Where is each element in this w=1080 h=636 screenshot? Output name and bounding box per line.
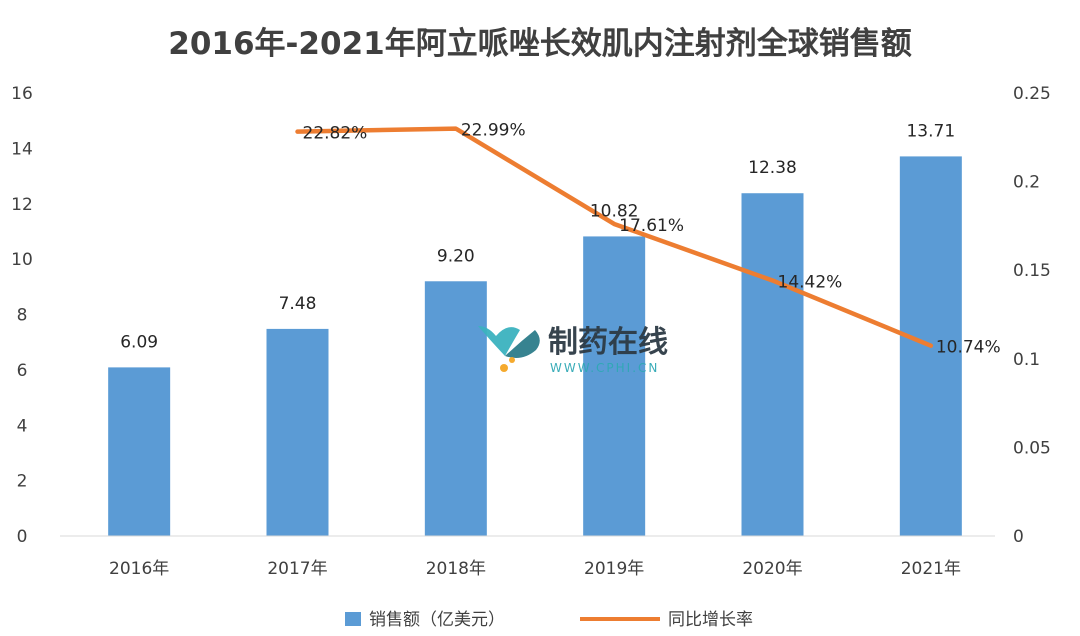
- y-left-tick-label: 14: [11, 139, 33, 159]
- bar-value-label: 6.09: [120, 332, 158, 352]
- bar-2019年: [583, 236, 646, 536]
- bar-value-label: 13.71: [906, 121, 955, 141]
- y-left-tick-label: 12: [11, 195, 33, 215]
- y-left-tick-label: 2: [17, 472, 28, 492]
- bar-value-label: 9.20: [437, 246, 475, 266]
- y-left-tick-label: 6: [17, 361, 28, 381]
- watermark-text: 制药在线: [548, 325, 668, 360]
- y-right-tick-label: 0.15: [1013, 261, 1051, 281]
- x-tick-label: 2017年: [267, 559, 327, 579]
- y-right-tick-label: 0.1: [1013, 350, 1040, 370]
- y-right-tick-label: 0.25: [1013, 84, 1051, 104]
- logo-dot-icon-2: [509, 357, 515, 363]
- watermark-url: WWW.CPHI.CN: [550, 361, 659, 375]
- legend-bar-label: 销售额（亿美元）: [369, 610, 505, 630]
- line-data-labels: 22.82% 22.99% 17.61% 14.42% 10.74%: [303, 121, 1001, 358]
- y-right-tick-label: 0: [1013, 527, 1024, 547]
- growth-rate-line: [295, 126, 934, 348]
- y-left-tick-label: 4: [17, 416, 28, 436]
- line-value-label: 10.74%: [936, 338, 1001, 358]
- watermark-logo: 制药在线 WWW.CPHI.CN: [478, 325, 668, 375]
- bar-2018年: [424, 281, 487, 536]
- line-value-label: 22.82%: [303, 124, 368, 144]
- x-tick-label: 2020年: [742, 559, 802, 579]
- y-axis-right: 0 0.05 0.1 0.15 0.2 0.25: [1013, 84, 1051, 547]
- bar-2017年: [266, 328, 329, 536]
- bar-data-labels: 6.09 7.48 9.20 10.82 12.38 13.71: [120, 121, 955, 352]
- bar-value-label: 7.48: [279, 294, 317, 314]
- y-right-tick-label: 0.2: [1013, 173, 1040, 193]
- capsule-logo-icon: [478, 326, 520, 356]
- line-value-label: 17.61%: [619, 216, 684, 236]
- legend: 销售额（亿美元） 同比增长率: [345, 610, 753, 630]
- y-left-tick-label: 0: [17, 527, 28, 547]
- x-tick-label: 2018年: [426, 559, 486, 579]
- logo-dot-icon: [500, 364, 508, 372]
- y-axis-left: 0 2 4 6 8 10 12 14 16: [11, 84, 33, 547]
- bar-value-label: 12.38: [748, 158, 797, 178]
- bar-2016年: [108, 367, 171, 536]
- capsule-logo-icon-2: [505, 330, 540, 358]
- legend-bar-swatch: [345, 612, 361, 626]
- line-series: [295, 126, 934, 348]
- line-value-label: 14.42%: [778, 272, 843, 292]
- line-value-label: 22.99%: [461, 121, 526, 141]
- x-axis: 2016年 2017年 2018年 2019年 2020年 2021年: [60, 535, 995, 579]
- y-right-tick-label: 0.05: [1013, 438, 1051, 458]
- x-tick-label: 2019年: [584, 559, 644, 579]
- x-tick-label: 2021年: [901, 559, 961, 579]
- y-left-tick-label: 10: [11, 250, 33, 270]
- x-tick-label: 2016年: [109, 559, 169, 579]
- chart-title: 2016年-2021年阿立哌唑长效肌内注射剂全球销售额: [168, 26, 911, 62]
- legend-line-label: 同比增长率: [668, 610, 753, 630]
- bar-value-label: 10.82: [590, 201, 639, 221]
- y-left-tick-label: 8: [17, 306, 28, 326]
- bar-2020年: [741, 193, 804, 536]
- y-left-tick-label: 16: [11, 84, 33, 104]
